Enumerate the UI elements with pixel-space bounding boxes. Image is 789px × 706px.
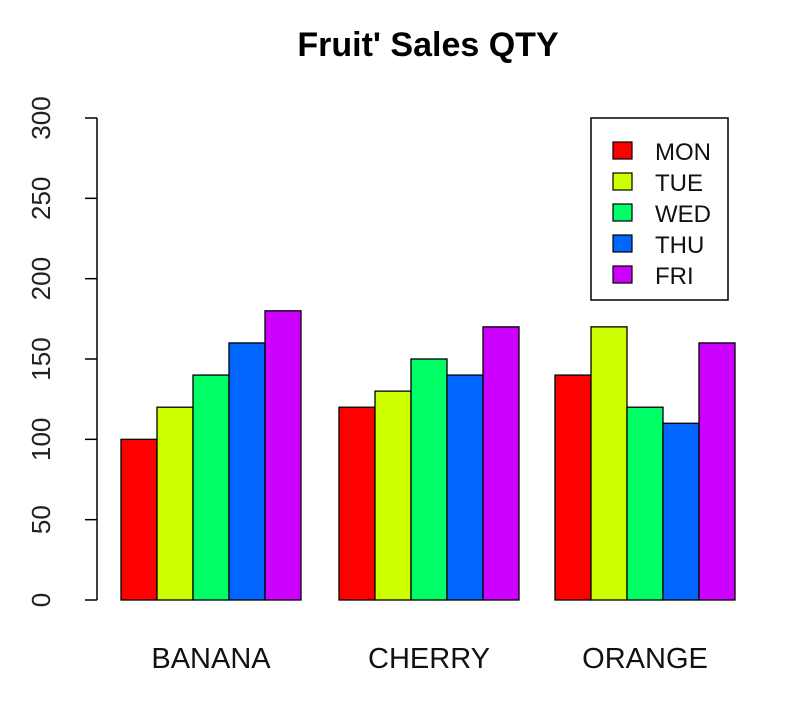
category-label: CHERRY <box>368 643 490 675</box>
y-axis: 0 50 100 150 200 250 300 <box>26 96 98 607</box>
legend: MON TUE WED THU FRI <box>590 117 729 301</box>
legend-label: TUE <box>655 170 703 197</box>
legend-swatch-mon <box>612 141 633 160</box>
bar-cherry-wed <box>410 358 448 601</box>
bar-orange-fri <box>698 342 736 601</box>
bar-banana-thu <box>228 342 266 601</box>
legend-swatch-wed <box>612 203 633 222</box>
legend-label: WED <box>655 201 711 228</box>
chart-title: Fruit' Sales QTY <box>297 26 559 64</box>
y-tick-label: 150 <box>26 337 56 380</box>
bar-orange-tue <box>590 326 628 601</box>
bar-banana-fri <box>264 310 302 601</box>
bar-orange-thu <box>662 422 700 601</box>
legend-swatch-tue <box>612 172 633 191</box>
bars <box>120 310 736 601</box>
y-tick-label: 250 <box>26 177 56 220</box>
legend-label: FRI <box>655 263 694 290</box>
bar-cherry-fri <box>482 326 520 601</box>
bar-banana-wed <box>192 374 230 601</box>
legend-label: MON <box>655 139 711 166</box>
bar-banana-tue <box>156 406 194 601</box>
bar-orange-mon <box>554 374 592 601</box>
y-tick-label: 200 <box>26 257 56 300</box>
y-tick-label: 100 <box>26 418 56 461</box>
bar-cherry-tue <box>374 390 412 601</box>
bar-orange-wed <box>626 406 664 601</box>
bar-cherry-thu <box>446 374 484 601</box>
x-axis-labels: BANANA CHERRY ORANGE <box>151 643 707 675</box>
bar-cherry-mon <box>338 406 376 601</box>
bar-banana-mon <box>120 438 158 601</box>
category-label: BANANA <box>151 643 271 675</box>
y-tick-label: 300 <box>26 96 56 139</box>
legend-label: THU <box>655 232 704 259</box>
category-label: ORANGE <box>582 643 708 675</box>
legend-swatch-fri <box>612 265 633 284</box>
legend-swatch-thu <box>612 234 633 253</box>
y-tick-label: 50 <box>26 505 56 534</box>
y-tick-label: 0 <box>26 593 56 607</box>
